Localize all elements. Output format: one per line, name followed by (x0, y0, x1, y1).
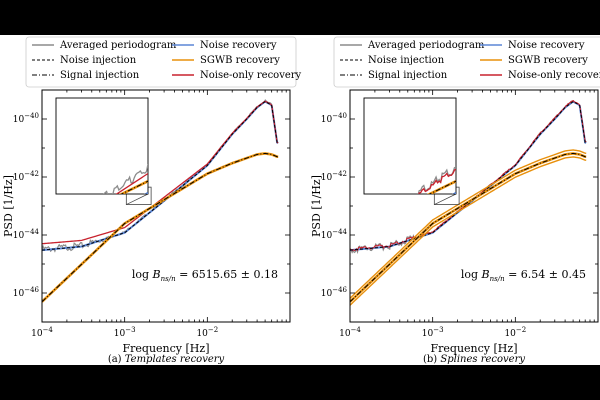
bayes-factor-annotation: log Bns/n = 6.54 ± 0.45 (461, 268, 586, 283)
series-noise-injection (350, 101, 587, 251)
legend-box (25, 36, 297, 88)
y-tick-label: 10−46 (321, 286, 348, 299)
inset-plot (413, 166, 456, 194)
series-noise-injection (42, 101, 279, 251)
x-tick-label: 10−3 (114, 326, 136, 339)
x-tick-label: 10−4 (339, 326, 361, 339)
inset-series-sgwb-recovery (426, 179, 456, 194)
legend-label: Noise recovery (200, 40, 277, 51)
inset-series-noise-only-recovery (115, 172, 148, 194)
inset-frame (363, 97, 457, 195)
inset-connector (126, 193, 149, 205)
legend-label: Noise-only recovery (508, 70, 600, 81)
figure-caption: (b) Splines recovery (423, 354, 525, 365)
x-tick-label: 10−2 (196, 326, 218, 339)
legend-label: Noise injection (368, 55, 445, 66)
panel-b: 10−4 10−3 10−2 10−46 10−44 10−42 10−40 Frequenc… (310, 36, 600, 365)
legend-label: Averaged periodogram (59, 40, 177, 51)
y-tick-label: 10−46 (13, 286, 40, 299)
legend-label: Noise injection (60, 55, 137, 66)
bayes-factor-annotation: log Bns/n = 6515.65 ± 0.18 (132, 268, 278, 283)
inset-series-noise-only-recovery (418, 168, 456, 194)
y-axis-label: PSD [1/Hz] (310, 175, 323, 237)
y-tick-label: 10−40 (13, 112, 39, 125)
legend-label: Noise recovery (508, 40, 585, 51)
y-axis-label: PSD [1/Hz] (2, 175, 15, 237)
x-axis-label: Frequency [Hz] (123, 342, 210, 355)
legend-label: Noise-only recovery (200, 70, 302, 81)
inset-plot (103, 163, 148, 194)
panel-a: 10−4 10−3 10−2 10−46 10−44 10−42 10−40 Frequenc… (2, 36, 302, 365)
inset-series-periodogram (103, 163, 148, 194)
x-tick-label: 10−4 (31, 326, 53, 339)
series-sgwb-recovery-upper (350, 149, 587, 299)
inset-connector (434, 193, 457, 205)
series-sgwb-recovery-lower (350, 156, 587, 306)
legend-label: Signal injection (60, 70, 140, 81)
x-tick-label: 10−3 (422, 326, 444, 339)
figure-canvas: 10−4 10−3 10−2 10−46 10−44 10−42 10−40 Frequenc… (0, 35, 600, 365)
legend-box (333, 36, 600, 88)
inset-series-sgwb-recovery (118, 179, 148, 194)
figure-caption: (a) Templates recovery (108, 354, 225, 365)
series-signal-injection (42, 152, 279, 303)
legend-label: SGWB recovery (508, 55, 588, 66)
y-tick-label: 10−42 (13, 170, 39, 183)
legend-label: Averaged periodogram (367, 40, 485, 51)
legend-label: Signal injection (368, 70, 448, 81)
y-tick-label: 10−44 (13, 228, 40, 241)
y-tick-label: 10−44 (321, 228, 348, 241)
legend-label: SGWB recovery (200, 55, 280, 66)
plot-area-a (42, 99, 279, 303)
x-tick-label: 10−2 (504, 326, 526, 339)
y-tick-label: 10−42 (321, 170, 347, 183)
y-tick-label: 10−40 (321, 112, 347, 125)
x-axis-label: Frequency [Hz] (431, 342, 518, 355)
inset-frame (55, 97, 149, 195)
plot-area-b (350, 99, 587, 306)
series-signal-injection (350, 152, 587, 303)
figure-svg: 10−4 10−3 10−2 10−46 10−44 10−42 10−40 Frequenc… (2, 36, 600, 365)
